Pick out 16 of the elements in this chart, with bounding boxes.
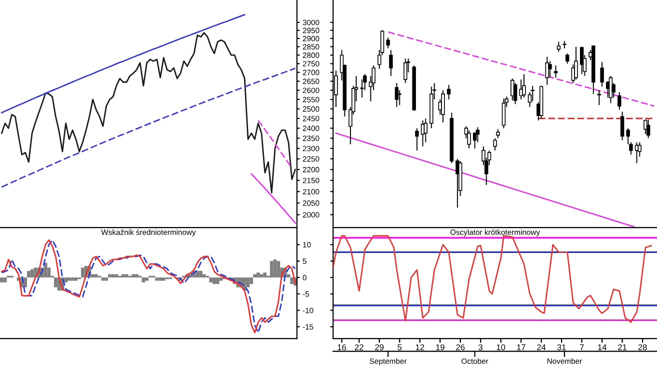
x-tick-label: 21 — [618, 344, 627, 350]
x-tick-label: 17 — [517, 344, 526, 350]
x-tick-label: 29 — [375, 344, 384, 350]
x-tick-label: 26 — [456, 344, 465, 350]
x-tick-label: 7 — [580, 344, 584, 350]
x-tick-label: 10 — [496, 344, 506, 350]
x-tick-label: 24 — [537, 344, 546, 350]
x-tick-label: 31 — [557, 344, 566, 350]
x-tick-label: 12 — [416, 344, 424, 350]
x-tick-label: 5 — [398, 344, 402, 350]
x-tick-label: 19 — [436, 344, 444, 350]
x-tick-label: 3 — [478, 344, 483, 350]
x-tick-label: 22 — [354, 344, 364, 350]
x-tick-label: 16 — [338, 344, 346, 350]
x-tick-label: 28 — [638, 344, 647, 350]
x-tick-label: 14 — [598, 344, 606, 350]
